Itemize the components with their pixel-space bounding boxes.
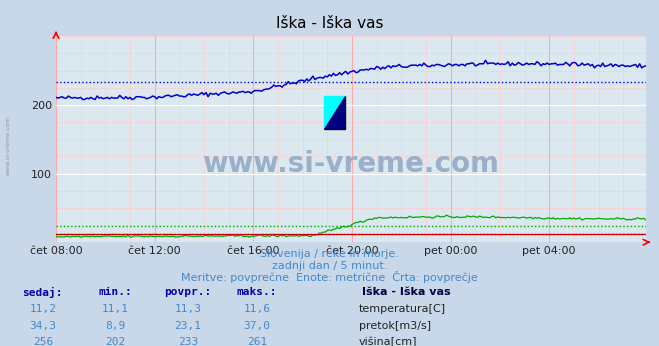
Text: 202: 202 <box>105 337 125 346</box>
Text: zadnji dan / 5 minut.: zadnji dan / 5 minut. <box>272 261 387 271</box>
Text: 11,2: 11,2 <box>30 304 56 314</box>
Text: 34,3: 34,3 <box>30 321 56 330</box>
Text: sedaj:: sedaj: <box>22 287 63 298</box>
Text: Iška - Iška vas: Iška - Iška vas <box>362 288 451 297</box>
Text: 261: 261 <box>247 337 267 346</box>
Text: Slovenija / reke in morje.: Slovenija / reke in morje. <box>260 249 399 259</box>
Text: povpr.:: povpr.: <box>164 288 212 297</box>
Text: višina[cm]: višina[cm] <box>359 337 418 346</box>
Polygon shape <box>324 96 345 129</box>
Text: temperatura[C]: temperatura[C] <box>359 304 446 314</box>
Text: 37,0: 37,0 <box>244 321 270 330</box>
Text: pretok[m3/s]: pretok[m3/s] <box>359 321 431 330</box>
Text: 11,6: 11,6 <box>244 304 270 314</box>
Text: 11,3: 11,3 <box>175 304 201 314</box>
Text: 256: 256 <box>33 337 53 346</box>
Text: Iška - Iška vas: Iška - Iška vas <box>275 16 384 30</box>
Text: maks.:: maks.: <box>237 288 277 297</box>
Text: Meritve: povprečne  Enote: metrične  Črta: povprečje: Meritve: povprečne Enote: metrične Črta:… <box>181 271 478 283</box>
Text: 233: 233 <box>178 337 198 346</box>
Text: 23,1: 23,1 <box>175 321 201 330</box>
Polygon shape <box>324 96 345 129</box>
Polygon shape <box>324 96 345 129</box>
Text: www.si-vreme.com: www.si-vreme.com <box>5 116 11 175</box>
Text: 8,9: 8,9 <box>105 321 125 330</box>
Text: 11,1: 11,1 <box>102 304 129 314</box>
Text: www.si-vreme.com: www.si-vreme.com <box>202 150 500 178</box>
Text: min.:: min.: <box>98 288 132 297</box>
